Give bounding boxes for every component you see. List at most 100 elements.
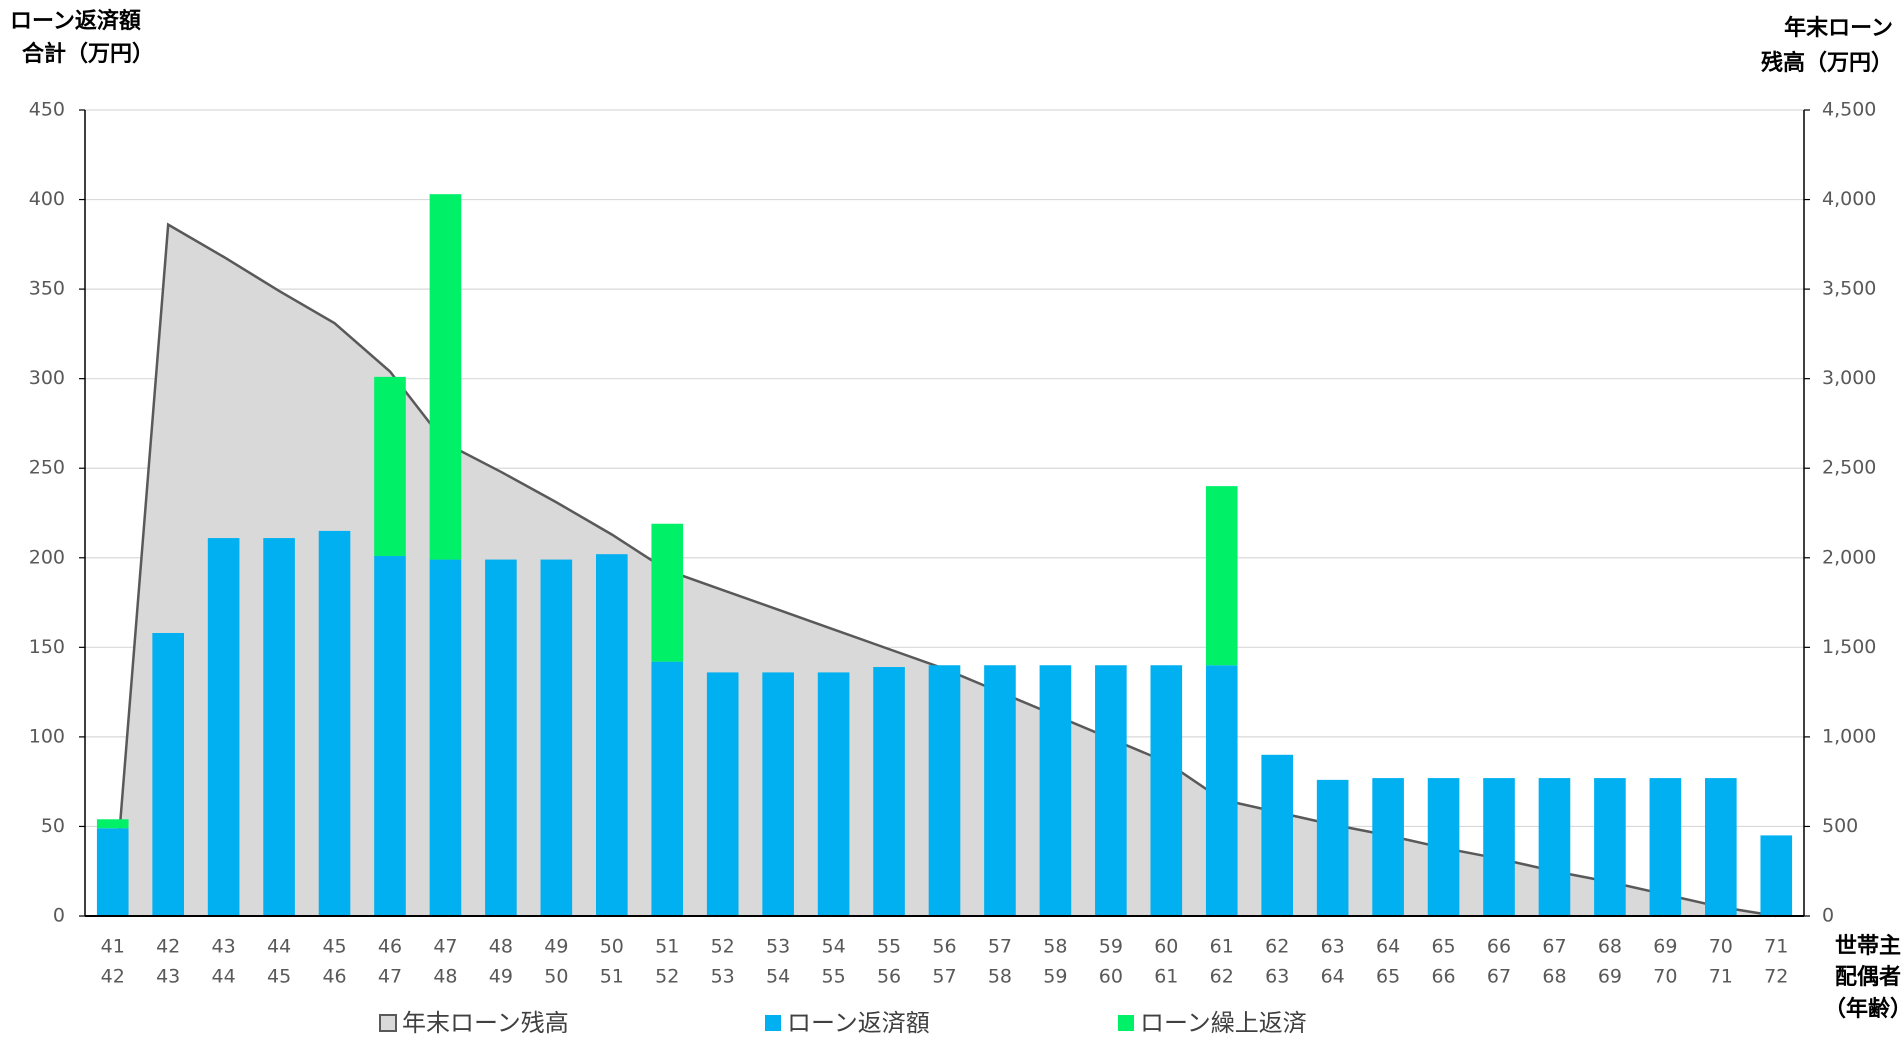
y-tick-label: 150 (29, 636, 65, 658)
y-tick-label: 450 (29, 99, 65, 121)
y2-tick-label: 3,500 (1822, 278, 1876, 300)
y2-tick-label: 2,500 (1822, 457, 1876, 479)
legend-swatch (765, 1015, 781, 1031)
bar (1594, 778, 1626, 916)
x-tick-label: 60 (1154, 936, 1178, 958)
bar (706, 672, 739, 916)
bar (651, 523, 684, 662)
x-tick-label: 42 (101, 966, 125, 988)
y-axis-label: ローン返済額 (10, 8, 141, 34)
x-tick-label: 43 (156, 966, 180, 988)
bar (762, 672, 794, 916)
legend-label: ローン返済額 (787, 1009, 930, 1037)
x-tick-label: 70 (1653, 966, 1677, 988)
x-tick-label: 70 (1709, 936, 1733, 958)
x-axis-label: （年齢） (1824, 996, 1903, 1022)
x-tick-label: 67 (1542, 936, 1566, 958)
y2-tick-label: 4,500 (1822, 99, 1876, 121)
x-tick-label: 47 (433, 936, 457, 958)
x-axis-label: 配偶者 (1835, 965, 1901, 990)
x-tick-label: 71 (1764, 936, 1788, 958)
legend-label: 年末ローン残高 (402, 1009, 569, 1037)
y-tick-label: 400 (29, 188, 65, 210)
bar (651, 661, 684, 916)
y2-tick-label: 500 (1822, 815, 1858, 837)
x-tick-label: 66 (1431, 966, 1455, 988)
x-tick-label: 64 (1321, 966, 1345, 988)
x-tick-label: 45 (322, 936, 346, 958)
x-tick-label: 55 (822, 966, 846, 988)
bar (96, 828, 129, 916)
x-tick-label: 43 (212, 936, 236, 958)
y-tick-label: 250 (29, 457, 65, 479)
bar (374, 376, 406, 556)
bar (1538, 778, 1571, 916)
x-tick-label: 65 (1431, 936, 1455, 958)
bar (207, 538, 240, 916)
y2-tick-label: 3,000 (1822, 367, 1876, 389)
y-tick-label: 0 (53, 905, 65, 927)
x-tick-label: 54 (822, 936, 846, 958)
bar (263, 538, 295, 916)
y2-tick-label: 2,000 (1822, 546, 1876, 568)
bar (1316, 779, 1349, 916)
bar (540, 559, 573, 916)
x-tick-label: 51 (600, 966, 624, 988)
x-tick-label: 49 (544, 936, 568, 958)
bar (1039, 665, 1072, 916)
x-tick-label: 64 (1376, 936, 1400, 958)
x-tick-label: 48 (433, 966, 457, 988)
y-axis-label: 合計（万円） (22, 41, 154, 67)
bar (1261, 754, 1294, 916)
area (112, 224, 1777, 916)
x-tick-label: 69 (1598, 966, 1622, 988)
x-tick-label: 69 (1653, 936, 1677, 958)
x-tick-label: 61 (1210, 936, 1234, 958)
x-tick-label: 56 (877, 966, 901, 988)
bar (1649, 778, 1682, 916)
x-tick-label: 62 (1265, 936, 1289, 958)
y-tick-label: 350 (29, 278, 65, 300)
y2-tick-label: 1,000 (1822, 725, 1876, 747)
bar (928, 665, 961, 916)
x-tick-label: 51 (655, 936, 679, 958)
legend-swatch (1118, 1015, 1134, 1031)
x-tick-label: 58 (988, 966, 1012, 988)
x-tick-label: 57 (932, 966, 956, 988)
bar (318, 530, 351, 916)
x-tick-label: 71 (1709, 966, 1733, 988)
x-tick-label: 52 (655, 966, 679, 988)
x-tick-label: 60 (1099, 966, 1123, 988)
y-tick-label: 300 (29, 367, 65, 389)
x-tick-label: 44 (267, 936, 291, 958)
y2-tick-label: 0 (1822, 905, 1834, 927)
bar (1760, 835, 1793, 916)
x-tick-label: 44 (212, 966, 236, 988)
legend-label: ローン繰上返済 (1140, 1009, 1307, 1037)
x-tick-label: 65 (1376, 966, 1400, 988)
x-tick-label: 50 (544, 966, 568, 988)
x-tick-label: 46 (378, 936, 402, 958)
x-tick-label: 68 (1598, 936, 1622, 958)
x-tick-label: 58 (1043, 936, 1067, 958)
x-tick-label: 72 (1764, 966, 1788, 988)
x-tick-label: 41 (101, 936, 125, 958)
x-tick-label: 57 (988, 936, 1012, 958)
x-tick-label: 42 (156, 936, 180, 958)
bar (984, 665, 1016, 916)
x-tick-label: 53 (766, 936, 790, 958)
bar (1483, 778, 1515, 916)
bar (1372, 778, 1404, 916)
bar (1205, 665, 1238, 916)
bar (485, 559, 517, 916)
y2-tick-label: 4,000 (1822, 188, 1876, 210)
x-tick-label: 53 (711, 966, 735, 988)
y-tick-label: 200 (29, 546, 65, 568)
bar (96, 819, 129, 829)
x-tick-label: 63 (1321, 936, 1345, 958)
bar (1205, 486, 1238, 666)
x-tick-label: 56 (932, 936, 956, 958)
x-axis-label: 世帯主 (1835, 933, 1901, 959)
bar (1427, 778, 1460, 916)
